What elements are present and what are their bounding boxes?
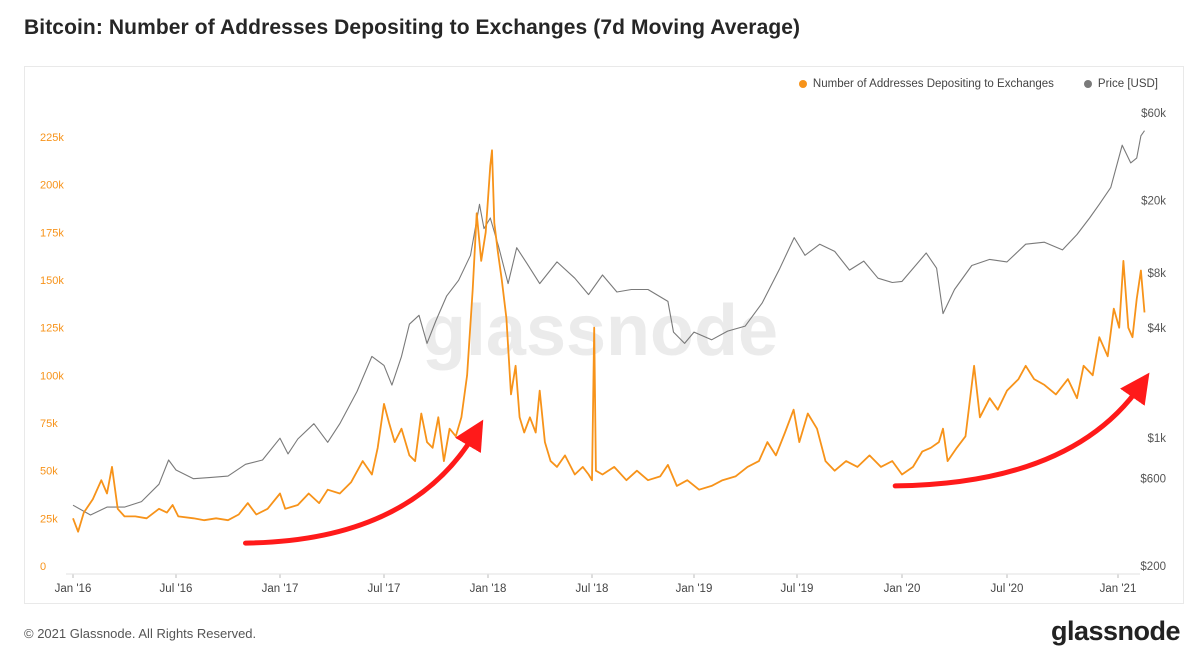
footer-brand-logo: glassnode	[1050, 616, 1181, 646]
footer-copyright: © 2021 Glassnode. All Rights Reserved.	[24, 626, 257, 641]
y-right-tick-label: $600	[1140, 474, 1166, 486]
chart-legend: Number of Addresses Depositing to Exchan…	[798, 78, 1158, 90]
y-left-tick-label: 0	[40, 561, 46, 573]
y-left-tick-label: 125k	[40, 323, 64, 335]
series-line-addresses	[72, 149, 1146, 533]
y-left-tick-label: 225k	[40, 132, 64, 144]
y-right-tick-label: $60k	[1141, 108, 1166, 120]
legend-item-price[interactable]: Price [USD]	[1083, 78, 1158, 90]
y-right-tick-label: $200	[1140, 561, 1166, 573]
y-left-tick-label: 50k	[40, 466, 58, 478]
y-left-tick-label: 200k	[40, 180, 64, 192]
y-left-tick-label: 75k	[40, 418, 58, 430]
x-tick-label: Jul '18	[576, 583, 609, 595]
y-right-tick-label: $20k	[1141, 195, 1166, 207]
y-right-tick-label: $1k	[1147, 433, 1166, 445]
page-title: Bitcoin: Number of Addresses Depositing …	[24, 16, 801, 39]
y-left-tick-label: 175k	[40, 227, 64, 239]
chart-frame	[24, 66, 1184, 604]
x-tick-label: Jul '20	[991, 583, 1024, 595]
x-tick-label: Jul '19	[781, 583, 814, 595]
legend-label-addresses: Number of Addresses Depositing to Exchan…	[812, 78, 1054, 90]
y-right-tick-label: $4k	[1147, 323, 1166, 335]
x-tick-label: Jul '17	[368, 583, 401, 595]
annotation-arrow-1	[243, 419, 484, 546]
legend-item-addresses[interactable]: Number of Addresses Depositing to Exchan…	[798, 78, 1054, 90]
watermark: glassnode	[422, 291, 778, 371]
x-tick-label: Jan '21	[1100, 583, 1137, 595]
legend-orange-dot	[798, 80, 807, 88]
annotation-arrow-2	[892, 372, 1150, 489]
y-left-tick-label: 25k	[40, 513, 58, 525]
y-left-tick-label: 150k	[40, 275, 64, 287]
x-tick-label: Jul '16	[160, 583, 193, 595]
x-tick-label: Jan '20	[884, 583, 921, 595]
x-tick-label: Jan '16	[55, 583, 92, 595]
legend-label-price: Price [USD]	[1097, 78, 1158, 90]
y-left-tick-label: 100k	[40, 370, 64, 382]
x-tick-label: Jan '18	[470, 583, 507, 595]
y-right-tick-label: $8k	[1147, 268, 1166, 280]
x-tick-label: Jan '17	[262, 583, 299, 595]
x-tick-label: Jan '19	[676, 583, 713, 595]
series-line-price	[72, 130, 1145, 516]
legend-gray-dot	[1083, 80, 1092, 88]
